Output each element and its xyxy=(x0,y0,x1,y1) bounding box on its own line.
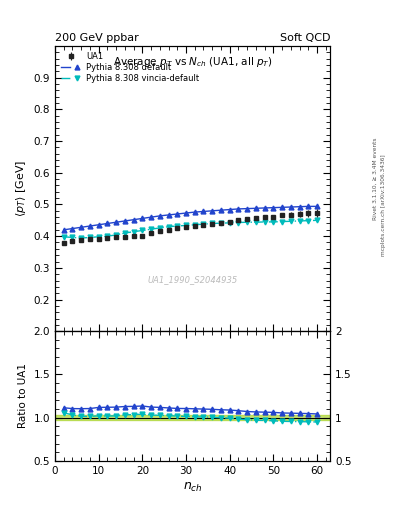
Y-axis label: Ratio to UA1: Ratio to UA1 xyxy=(18,364,28,429)
X-axis label: $n_{ch}$: $n_{ch}$ xyxy=(183,481,202,494)
Text: 200 GeV ppbar: 200 GeV ppbar xyxy=(55,33,139,44)
Legend: UA1, Pythia 8.308 default, Pythia 8.308 vincia-default: UA1, Pythia 8.308 default, Pythia 8.308 … xyxy=(59,50,201,85)
Text: mcplots.cern.ch [arXiv:1306.3436]: mcplots.cern.ch [arXiv:1306.3436] xyxy=(381,154,386,255)
Bar xyxy=(55,415,330,420)
Text: UA1_1990_S2044935: UA1_1990_S2044935 xyxy=(147,275,238,284)
Y-axis label: $\langle p_T \rangle$ [GeV]: $\langle p_T \rangle$ [GeV] xyxy=(14,160,28,217)
Text: Soft QCD: Soft QCD xyxy=(280,33,330,44)
Text: Rivet 3.1.10, ≥ 3.4M events: Rivet 3.1.10, ≥ 3.4M events xyxy=(373,138,378,221)
Text: Average $p_T$ vs $N_{ch}$ (UA1, all $p_T$): Average $p_T$ vs $N_{ch}$ (UA1, all $p_T… xyxy=(113,55,272,69)
